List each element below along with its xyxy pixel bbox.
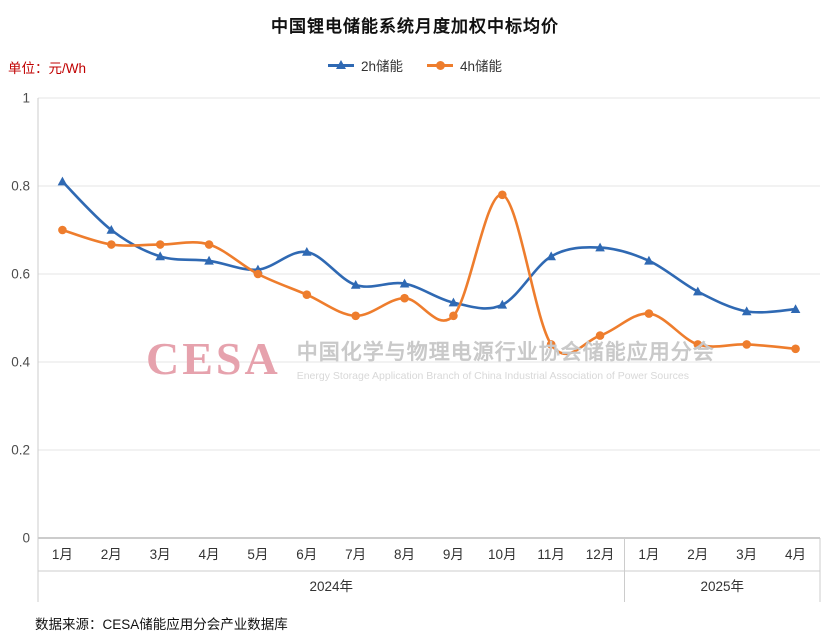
data-point-circle[interactable] (644, 309, 654, 318)
data-point-circle[interactable] (155, 240, 165, 249)
legend-item-4h[interactable]: 4h储能 (427, 55, 502, 75)
x-tick-label: 4月 (199, 547, 220, 562)
x-tick-label: 6月 (296, 547, 317, 562)
x-tick-label: 1月 (638, 547, 659, 562)
data-point-circle[interactable] (498, 190, 507, 200)
y-tick-label: 0.8 (11, 179, 30, 194)
x-tick-label: 11月 (537, 547, 565, 562)
data-point-circle[interactable] (595, 331, 605, 340)
data-point-circle[interactable] (107, 240, 116, 249)
year-label: 2024年 (309, 579, 353, 594)
x-tick-label: 12月 (586, 547, 615, 562)
data-point-triangle[interactable] (302, 247, 312, 256)
y-tick-label: 0 (22, 531, 30, 546)
series-line (61, 180, 797, 314)
legend-label-2h: 2h储能 (360, 59, 403, 74)
x-tick-label: 9月 (443, 547, 464, 562)
y-tick-label: 0.2 (11, 443, 30, 458)
data-point-circle[interactable] (204, 240, 214, 249)
data-source-note: 数据来源：CESA储能应用分会产业数据库 (35, 617, 288, 632)
data-point-triangle[interactable] (497, 299, 508, 309)
data-point-triangle[interactable] (399, 278, 410, 288)
data-point-triangle[interactable] (790, 304, 801, 313)
x-tick-label: 3月 (150, 547, 171, 562)
data-point-circle[interactable] (546, 340, 556, 349)
data-point-triangle[interactable] (546, 251, 556, 261)
x-tick-label: 5月 (247, 547, 268, 562)
x-tick-label: 3月 (736, 547, 757, 562)
data-point-circle[interactable] (791, 344, 800, 354)
data-point-circle[interactable] (302, 290, 312, 299)
legend-label-4h: 4h储能 (460, 59, 503, 74)
data-point-triangle[interactable] (644, 255, 654, 265)
x-tick-label: 2月 (687, 547, 708, 562)
y-tick-label: 0.6 (11, 267, 30, 282)
data-point-triangle[interactable] (693, 286, 703, 296)
data-point-triangle[interactable] (204, 255, 214, 265)
x-tick-label: 4月 (785, 547, 806, 562)
data-point-circle[interactable] (449, 311, 458, 321)
legend-marker-circle-icon (427, 59, 453, 71)
chart-title: 中国锂电储能系统月度加权中标均价 (271, 17, 559, 36)
data-point-circle[interactable] (742, 340, 751, 349)
data-point-triangle[interactable] (741, 306, 752, 316)
data-point-circle[interactable] (58, 225, 67, 235)
x-tick-label: 8月 (394, 547, 415, 562)
data-point-triangle[interactable] (448, 297, 459, 307)
y-tick-label: 1 (22, 91, 30, 106)
data-point-triangle[interactable] (350, 280, 361, 289)
legend-item-2h[interactable]: 2h储能 (327, 55, 403, 75)
data-point-circle[interactable] (693, 340, 703, 349)
unit-label: 单位：元/Wh (8, 61, 87, 76)
x-tick-label: 1月 (52, 547, 73, 562)
data-point-triangle[interactable] (155, 251, 165, 261)
data-point-triangle[interactable] (106, 225, 117, 234)
legend-marker-triangle-icon (327, 59, 354, 71)
legend: 2h储能 4h储能 (0, 55, 830, 75)
data-point-circle[interactable] (351, 311, 360, 321)
series-2h储能 (57, 176, 801, 316)
x-tick-label: 10月 (488, 547, 517, 562)
data-point-circle[interactable] (253, 269, 263, 279)
series-4h储能 (58, 190, 800, 355)
y-tick-label: 0.4 (11, 355, 30, 370)
x-tick-label: 7月 (345, 547, 366, 562)
data-point-circle[interactable] (400, 293, 409, 303)
x-tick-label: 2月 (101, 547, 122, 562)
data-point-triangle[interactable] (57, 176, 68, 186)
data-point-triangle[interactable] (595, 242, 605, 252)
year-label: 2025年 (700, 579, 744, 594)
